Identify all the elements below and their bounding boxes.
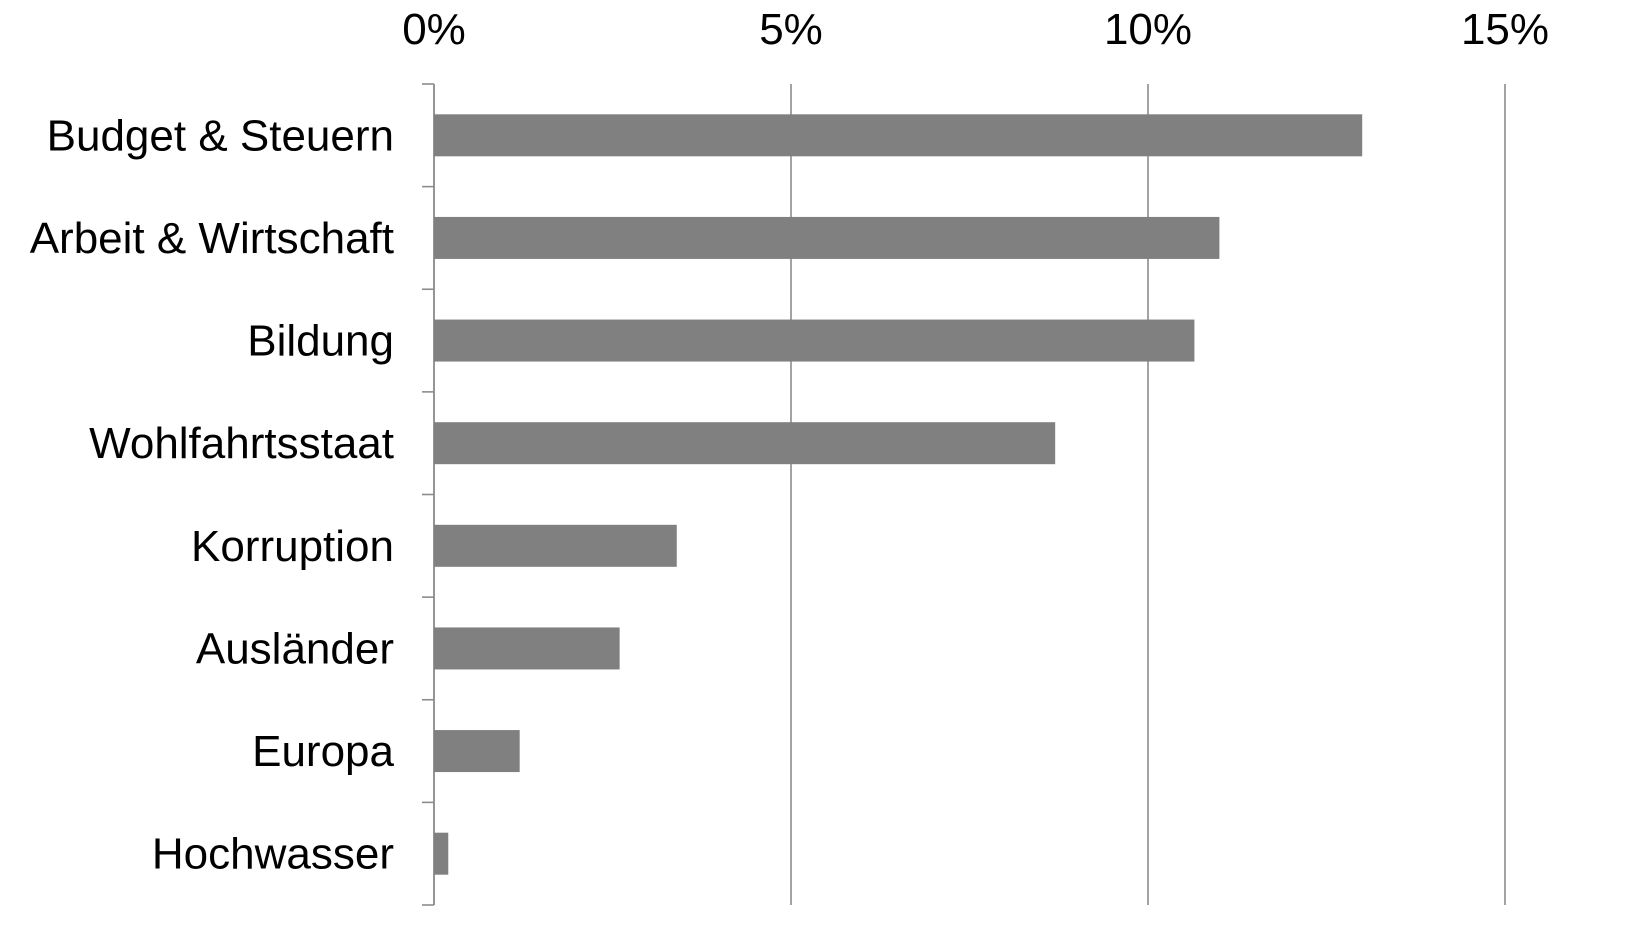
bar [434,422,1056,465]
bar [434,216,1220,259]
bar [434,832,449,875]
bars [434,114,1363,875]
category-label: Arbeit & Wirtschaft [30,214,394,263]
bar [434,730,520,773]
bar [434,524,677,567]
category-label: Ausländer [196,624,394,673]
x-tick-label: 15% [1461,5,1549,54]
bar [434,114,1363,157]
x-tick-label: 5% [759,5,823,54]
gridlines [422,83,1506,906]
category-label: Korruption [191,522,394,571]
category-label: Budget & Steuern [47,111,394,160]
category-label: Wohlfahrtsstaat [89,419,394,468]
category-label: Europa [252,727,394,776]
x-tick-label: 0% [402,5,466,54]
category-label: Hochwasser [152,830,394,879]
x-tick-label: 10% [1104,5,1192,54]
x-axis-tick-labels: 0% 5% 10% 15% [402,5,1549,54]
category-labels: Budget & Steuern Arbeit & Wirtschaft Bildu… [30,111,395,878]
category-label: Bildung [247,317,394,366]
bar [434,319,1195,362]
bar [434,627,620,670]
